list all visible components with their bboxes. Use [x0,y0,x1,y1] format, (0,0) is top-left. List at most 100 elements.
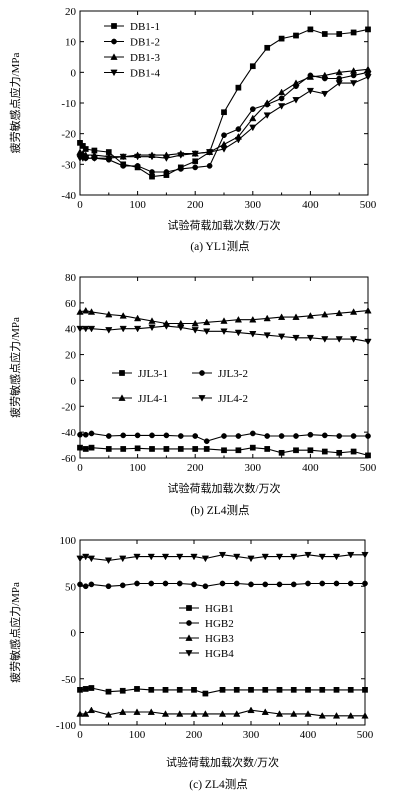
data-point [88,444,95,451]
data-point [290,687,297,693]
data-point [191,327,199,334]
data-point [177,324,185,332]
data-point [120,446,127,452]
data-point [191,687,197,693]
data-point [318,553,326,561]
data-point [335,336,343,343]
data-point [133,314,142,322]
chart-caption: (a) YL1测点 [190,240,249,253]
x-axis-label: 试验荷载加载次数/万次 [167,218,280,232]
data-point [203,446,210,452]
data-point [221,109,227,116]
x-tick-label: 500 [360,462,377,474]
data-point [163,446,170,452]
data-point [292,334,300,342]
data-point [88,685,95,691]
legend-label: HGB1 [205,603,234,615]
data-point [263,99,271,106]
data-point [249,444,256,451]
data-point [133,325,142,333]
legend-label: JJL4-2 [218,393,248,405]
x-tick-label: 200 [187,462,204,474]
data-point [76,710,84,717]
data-point [82,155,90,162]
legend-marker [119,370,125,376]
data-point [162,155,171,162]
x-tick-label: 300 [245,199,262,211]
series-line [79,687,365,695]
data-point [201,555,210,563]
data-point [249,430,256,437]
data-point [203,328,211,336]
data-point [307,26,314,33]
data-point [307,431,314,438]
legend-label: JJL3-2 [218,368,248,380]
data-point [190,553,198,561]
data-point [364,65,372,73]
data-point [76,308,84,315]
series-JJL3-1 [77,444,371,459]
data-point [148,687,155,693]
data-point [176,687,183,693]
legend-label: DB1-2 [130,37,160,49]
data-point [162,323,171,330]
data-point [306,334,315,342]
data-point [278,449,285,456]
data-point [76,325,84,333]
data-point [304,710,312,717]
data-point [349,336,358,343]
y-tick-label: 80 [65,272,77,284]
data-point [249,315,257,323]
data-point [293,433,299,439]
data-point [190,710,198,717]
data-point [82,431,89,438]
data-point [88,430,95,437]
data-point [219,687,226,693]
data-point [347,580,354,587]
data-point [177,152,185,159]
data-point [306,312,315,319]
y-tick-label: -10 [61,98,76,110]
data-point [176,553,184,561]
data-point [261,553,269,561]
data-point [336,449,343,456]
data-point [220,140,228,148]
y-tick-label: 100 [60,535,77,547]
legend-label: DB1-3 [130,52,160,64]
y-tick-label: 10 [65,37,77,49]
data-point [77,140,83,146]
data-point [82,553,90,561]
data-point [147,553,155,561]
data-point [350,448,357,455]
data-point [365,452,371,459]
data-point [219,580,226,587]
x-tick-label: 200 [187,199,204,211]
data-point [119,687,126,694]
data-point [191,319,199,327]
data-point [321,432,328,439]
data-point [221,433,227,439]
data-point [262,581,269,588]
series-HGB4 [76,551,369,565]
x-axis-label: 试验荷载加载次数/万次 [167,481,280,495]
data-point [321,448,328,455]
series-line [79,310,369,325]
data-point [277,103,286,110]
data-point [263,112,271,119]
data-point [275,553,284,561]
data-point [335,68,343,76]
data-point [105,688,112,695]
data-point [233,687,240,693]
data-point [162,687,169,693]
data-point [277,313,286,320]
x-tick-label: 500 [360,199,377,211]
data-point [161,553,170,561]
data-point [261,708,269,715]
data-point [120,432,127,439]
data-point [90,155,99,162]
data-point [148,153,156,161]
data-point [234,136,243,144]
data-point [87,325,96,333]
x-tick-label: 400 [302,462,319,474]
data-point [321,31,328,37]
